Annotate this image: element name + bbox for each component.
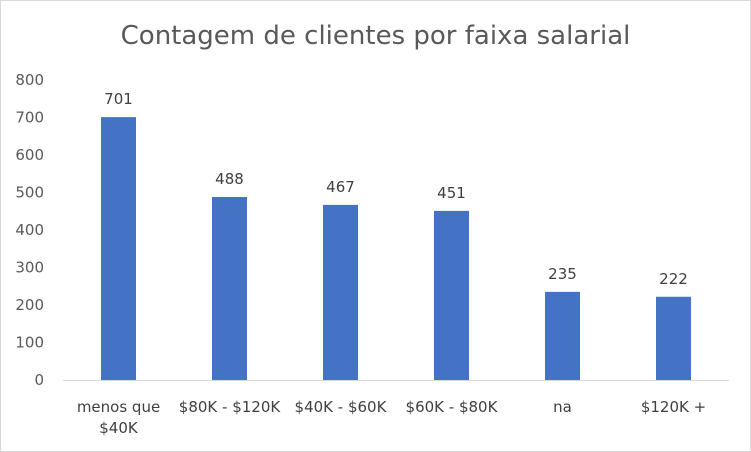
y-tick-label: 0 [34, 371, 44, 389]
x-tick-label: $40K - $60K [295, 398, 388, 416]
y-tick-label: 800 [15, 71, 44, 89]
y-tick-label: 500 [15, 184, 44, 202]
data-label: 488 [215, 170, 244, 188]
data-label: 235 [548, 265, 577, 283]
data-label: 467 [326, 178, 355, 196]
x-tick-label: $40K [99, 419, 139, 437]
x-tick-label: menos que [77, 398, 160, 416]
y-tick-label: 600 [15, 146, 44, 164]
data-label: 451 [437, 184, 466, 202]
bar [545, 291, 580, 380]
y-tick-label: 300 [15, 259, 44, 277]
bar [101, 117, 136, 380]
y-tick-label: 400 [15, 221, 44, 239]
bar [323, 204, 358, 380]
bar [212, 197, 247, 380]
y-tick-label: 700 [15, 109, 44, 127]
y-tick-label: 100 [15, 334, 44, 352]
data-label: 701 [104, 90, 133, 108]
x-tick-label: $80K - $120K [179, 398, 282, 416]
bar [434, 210, 469, 380]
x-tick-label: na [553, 398, 572, 416]
data-label: 222 [659, 270, 688, 288]
x-tick-label: $120K + [641, 398, 706, 416]
chart-title: Contagem de clientes por faixa salarial [120, 21, 631, 51]
x-tick-label: $60K - $80K [406, 398, 499, 416]
y-tick-label: 200 [15, 296, 44, 314]
bar [656, 296, 691, 380]
